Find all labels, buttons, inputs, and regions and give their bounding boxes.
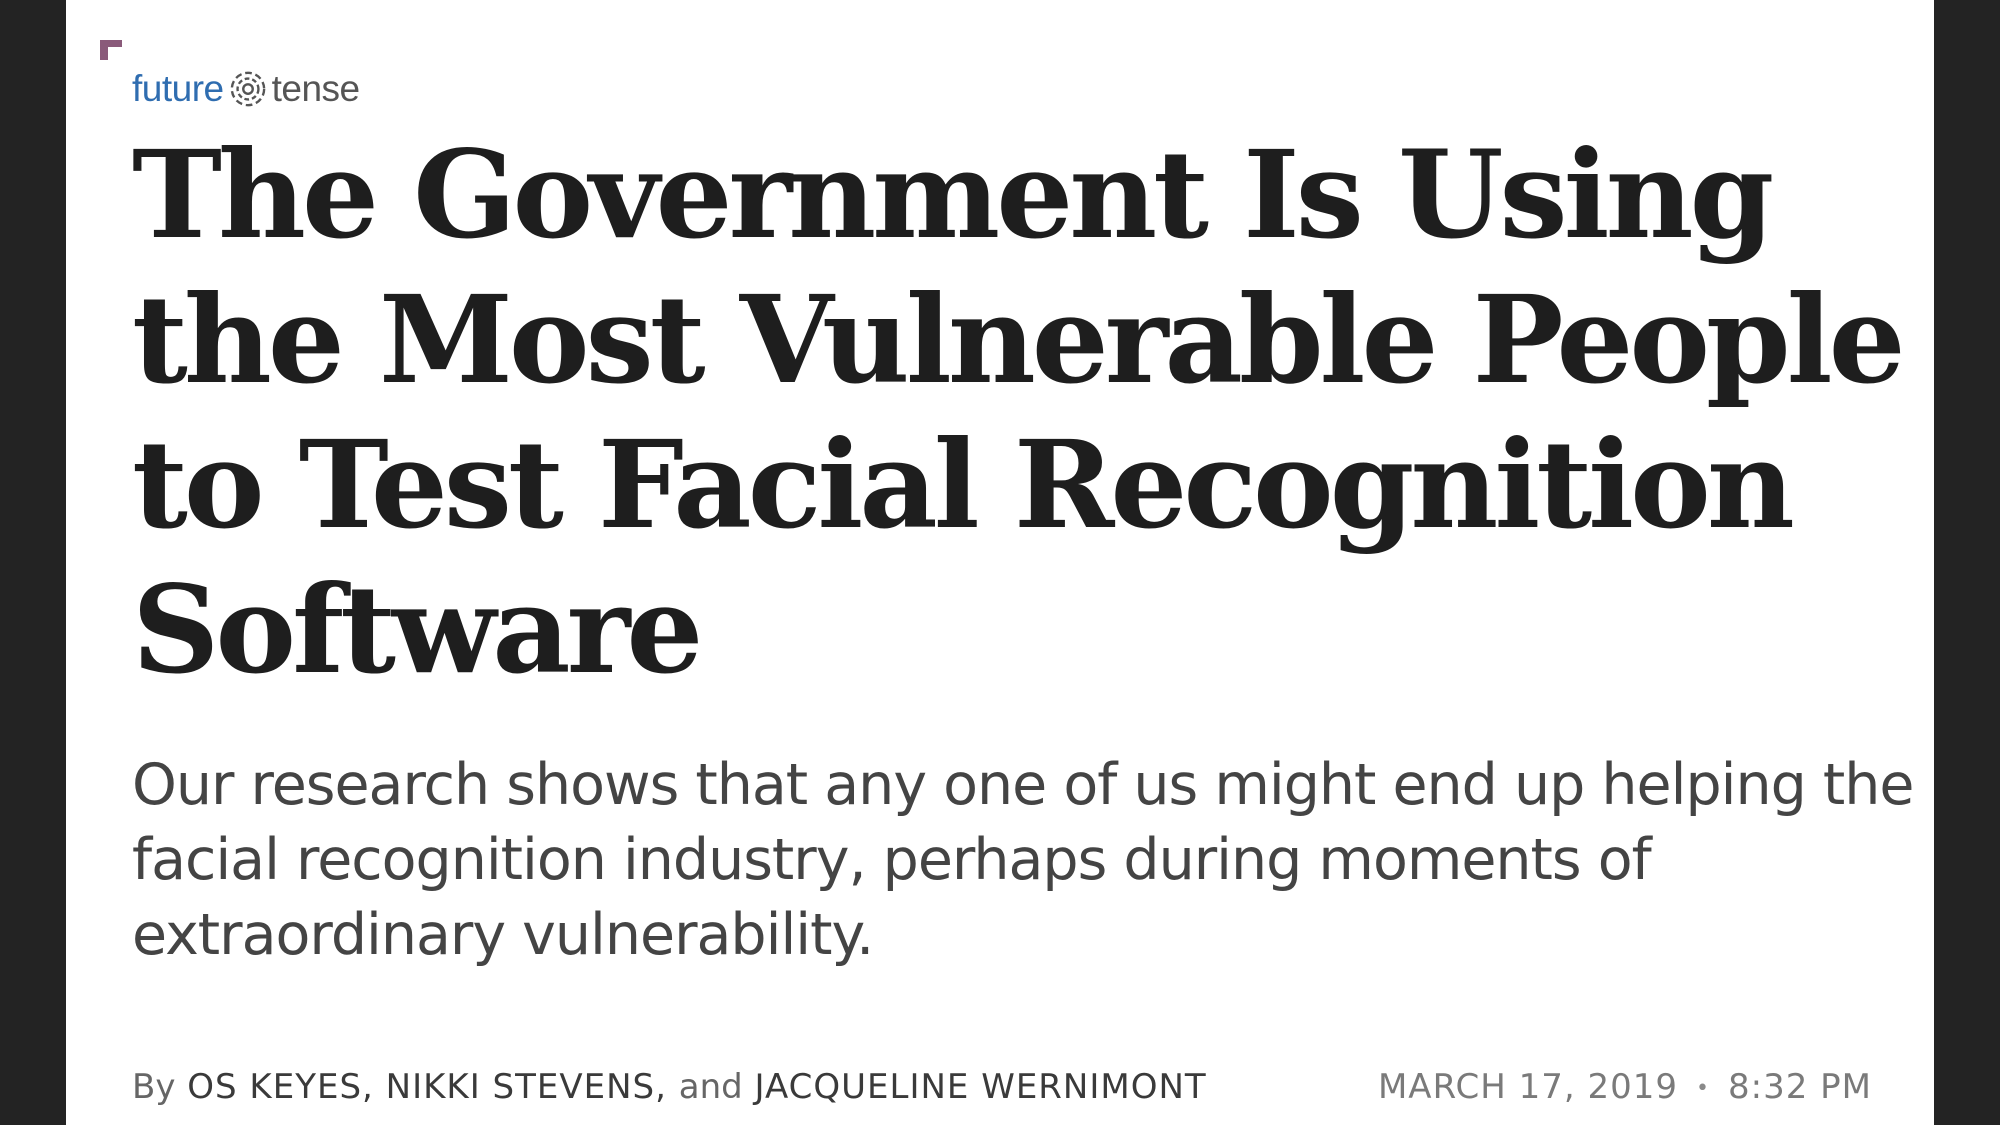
author-link[interactable]: OS KEYES, xyxy=(187,1067,374,1107)
byline-row: By OS KEYES, NIKKI STEVENS, and JACQUELI… xyxy=(132,1062,1872,1112)
dateline-separator: • xyxy=(1696,1076,1710,1101)
byline-conjunction: and xyxy=(678,1067,743,1107)
target-rings-icon xyxy=(230,71,265,107)
publish-time: 8:32 PM xyxy=(1728,1067,1872,1107)
brand-logo-future: future xyxy=(132,68,224,109)
article-page: future tense The Government Is Using the… xyxy=(66,0,1934,1125)
author-link[interactable]: JACQUELINE WERNIMONT xyxy=(754,1067,1207,1107)
brand-logo[interactable]: future tense xyxy=(132,62,360,116)
article-dek: Our research shows that any one of us mi… xyxy=(132,752,1914,968)
byline-prefix: By xyxy=(132,1067,176,1107)
brand-logo-tense: tense xyxy=(271,68,361,109)
byline: By OS KEYES, NIKKI STEVENS, and JACQUELI… xyxy=(132,1067,1207,1107)
publish-date: MARCH 17, 2019 xyxy=(1377,1067,1679,1107)
author-link[interactable]: NIKKI STEVENS, xyxy=(385,1067,667,1107)
corner-bracket-icon xyxy=(100,40,122,60)
article-headline: The Government Is Using the Most Vulnera… xyxy=(132,123,1906,701)
dateline: MARCH 17, 2019 • 8:32 PM xyxy=(1378,1067,1872,1107)
